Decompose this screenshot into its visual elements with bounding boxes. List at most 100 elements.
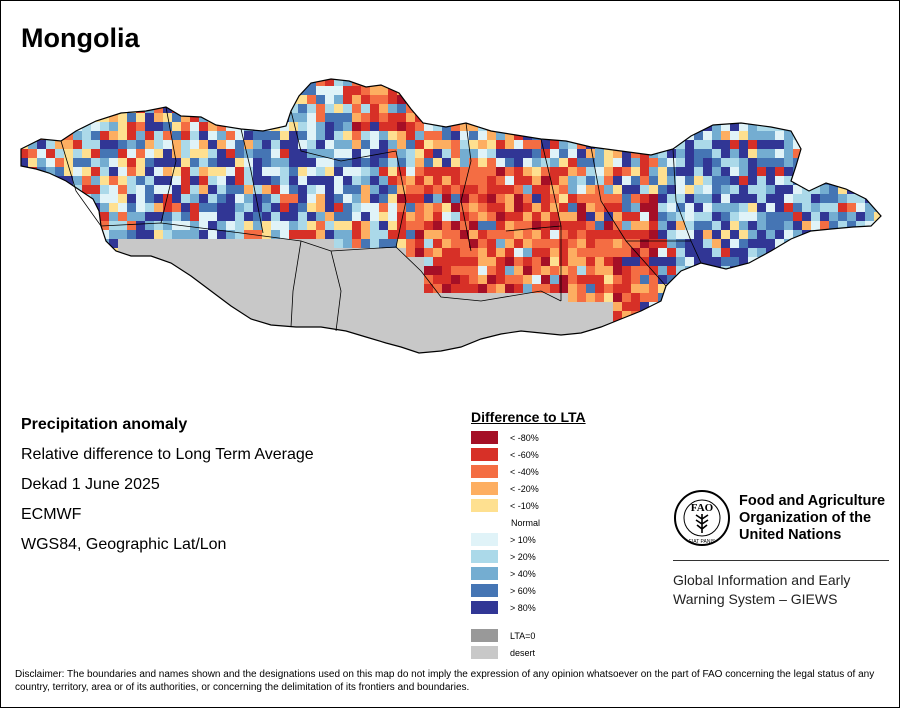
anomaly-cell bbox=[883, 248, 892, 257]
anomaly-cell bbox=[109, 79, 118, 86]
anomaly-cell bbox=[217, 212, 226, 221]
anomaly-cell bbox=[352, 131, 361, 140]
anomaly-cell bbox=[667, 329, 676, 338]
anomaly-cell bbox=[280, 257, 289, 266]
anomaly-cell bbox=[46, 356, 55, 365]
anomaly-cell bbox=[163, 122, 172, 131]
anomaly-cell bbox=[343, 86, 352, 95]
anomaly-cell bbox=[424, 212, 433, 221]
anomaly-cell bbox=[793, 248, 802, 257]
anomaly-cell bbox=[145, 338, 154, 347]
anomaly-cell bbox=[649, 329, 658, 338]
anomaly-cell bbox=[21, 149, 28, 158]
anomaly-cell bbox=[820, 86, 829, 95]
anomaly-cell bbox=[856, 221, 865, 230]
anomaly-cell bbox=[631, 104, 640, 113]
anomaly-cell bbox=[334, 320, 343, 329]
anomaly-cell bbox=[253, 86, 262, 95]
anomaly-cell bbox=[694, 86, 703, 95]
anomaly-cell bbox=[532, 293, 541, 302]
anomaly-cell bbox=[127, 320, 136, 329]
anomaly-cell bbox=[406, 329, 415, 338]
anomaly-cell bbox=[334, 311, 343, 320]
anomaly-cell bbox=[631, 194, 640, 203]
anomaly-cell bbox=[91, 266, 100, 275]
anomaly-cell bbox=[91, 338, 100, 347]
anomaly-cell bbox=[631, 347, 640, 353]
anomaly-cell bbox=[694, 212, 703, 221]
anomaly-cell bbox=[847, 320, 856, 329]
anomaly-cell bbox=[748, 230, 757, 239]
anomaly-cell bbox=[748, 221, 757, 230]
anomaly-cell bbox=[379, 104, 388, 113]
anomaly-cell bbox=[829, 79, 838, 86]
anomaly-cell bbox=[586, 266, 595, 275]
anomaly-cell bbox=[280, 338, 289, 347]
anomaly-cell bbox=[784, 185, 793, 194]
anomaly-cell bbox=[307, 79, 316, 86]
anomaly-cell bbox=[721, 167, 730, 176]
anomaly-cell bbox=[532, 79, 541, 86]
anomaly-cell bbox=[721, 275, 730, 284]
anomaly-cell bbox=[253, 338, 262, 347]
anomaly-cell bbox=[424, 79, 433, 86]
anomaly-cell bbox=[577, 86, 586, 95]
anomaly-cell bbox=[694, 248, 703, 257]
anomaly-cell bbox=[190, 320, 199, 329]
anomaly-cell bbox=[802, 239, 811, 248]
anomaly-cell bbox=[208, 257, 217, 266]
anomaly-cell bbox=[847, 79, 856, 86]
anomaly-cell bbox=[55, 158, 64, 167]
anomaly-cell bbox=[721, 212, 730, 221]
anomaly-cell bbox=[613, 86, 622, 95]
legend-swatch bbox=[471, 533, 498, 546]
anomaly-cell bbox=[82, 356, 91, 365]
anomaly-cell bbox=[388, 320, 397, 329]
anomaly-cell bbox=[253, 356, 262, 365]
anomaly-cell bbox=[460, 203, 469, 212]
anomaly-cell bbox=[73, 167, 82, 176]
anomaly-cell bbox=[577, 356, 586, 365]
anomaly-cell bbox=[271, 275, 280, 284]
anomaly-cell bbox=[316, 158, 325, 167]
anomaly-cell bbox=[523, 356, 532, 365]
anomaly-cell bbox=[739, 194, 748, 203]
anomaly-cell bbox=[766, 95, 775, 104]
anomaly-cell bbox=[865, 293, 874, 302]
anomaly-cell bbox=[469, 149, 478, 158]
anomaly-cell bbox=[793, 203, 802, 212]
anomaly-cell bbox=[640, 212, 649, 221]
anomaly-cell bbox=[37, 329, 46, 338]
anomaly-cell bbox=[21, 131, 28, 140]
anomaly-cell bbox=[172, 347, 181, 353]
anomaly-cell bbox=[289, 356, 298, 365]
anomaly-cell bbox=[235, 293, 244, 302]
anomaly-cell bbox=[118, 302, 127, 311]
anomaly-cell bbox=[343, 221, 352, 230]
anomaly-cell bbox=[406, 356, 415, 365]
anomaly-cell bbox=[523, 347, 532, 353]
anomaly-cell bbox=[82, 338, 91, 347]
anomaly-cell bbox=[307, 140, 316, 149]
anomaly-cell bbox=[586, 158, 595, 167]
anomaly-cell bbox=[865, 230, 874, 239]
anomaly-cell bbox=[73, 275, 82, 284]
anomaly-cell bbox=[190, 347, 199, 353]
anomaly-cell bbox=[145, 221, 154, 230]
anomaly-cell bbox=[460, 230, 469, 239]
anomaly-cell bbox=[316, 149, 325, 158]
anomaly-cell bbox=[397, 79, 406, 86]
anomaly-cell bbox=[793, 104, 802, 113]
fao-name-line: Organization of the bbox=[739, 510, 872, 526]
anomaly-cell bbox=[766, 266, 775, 275]
anomaly-cell bbox=[595, 185, 604, 194]
anomaly-cell bbox=[586, 176, 595, 185]
anomaly-cell bbox=[694, 167, 703, 176]
anomaly-cell bbox=[775, 113, 784, 122]
anomaly-cell bbox=[298, 95, 307, 104]
anomaly-cell bbox=[631, 284, 640, 293]
anomaly-cell bbox=[21, 221, 28, 230]
anomaly-cell bbox=[109, 104, 118, 113]
anomaly-cell bbox=[271, 185, 280, 194]
anomaly-cell bbox=[145, 149, 154, 158]
